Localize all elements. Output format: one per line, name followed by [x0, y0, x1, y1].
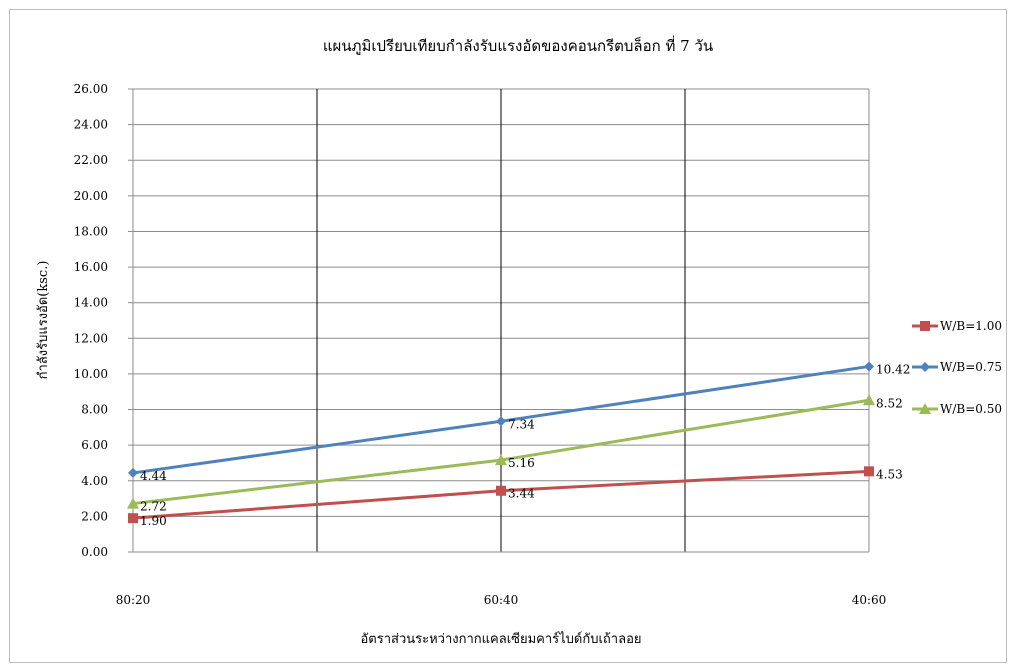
legend-marker: [919, 403, 931, 414]
data-point: [128, 513, 138, 524]
y-tick-label: 4.00: [81, 474, 108, 488]
y-tick-label: 22.00: [74, 153, 108, 167]
legend-item: W/B=1.00: [912, 319, 1002, 333]
data-point: [495, 454, 507, 466]
data-label: 4.53: [876, 467, 903, 481]
data-label: 5.16: [508, 456, 535, 470]
y-tick-label: 16.00: [74, 260, 108, 274]
data-label: 10.42: [876, 362, 910, 376]
y-tick-label: 12.00: [74, 331, 108, 345]
y-tick-label: 0.00: [81, 545, 108, 559]
legend-label: W/B=1.00: [940, 319, 1002, 333]
y-tick-label: 26.00: [74, 82, 108, 96]
chart-frame: [9, 9, 1007, 663]
data-point: [128, 467, 138, 478]
data-label: 1.90: [140, 514, 167, 528]
x-tick-label: 40:60: [852, 593, 887, 607]
y-tick-label: 18.00: [74, 224, 108, 238]
x-axis-ticks: 80:20 60:40 40:60: [116, 593, 887, 607]
y-axis-title: กำลังรับแรงอัด(ksc.): [36, 261, 51, 380]
legend-label: W/B=0.50: [940, 402, 1002, 416]
y-tick-label: 8.00: [81, 403, 108, 417]
series-2: [128, 361, 874, 478]
y-tick-label: 20.00: [74, 189, 108, 203]
legend-item: W/B=0.75: [912, 360, 1002, 374]
chart-legend: W/B=1.00 W/B=0.75 W/B=0.50: [912, 319, 1002, 416]
x-tick-label: 80:20: [116, 593, 151, 607]
legend-marker: [920, 362, 930, 372]
data-label: 8.52: [876, 396, 903, 410]
x-axis-title: อัตราส่วนระหว่างกากแคลเซียมคาร์ไบด์กับเถ…: [360, 631, 641, 647]
series-1: [128, 466, 874, 524]
data-label: 4.44: [140, 469, 167, 483]
data-point: [864, 466, 874, 477]
data-label: 2.72: [140, 500, 167, 514]
data-point: [863, 394, 875, 406]
chart-series: [127, 361, 875, 524]
data-label: 7.34: [508, 417, 535, 431]
y-tick-label: 2.00: [81, 509, 108, 523]
y-tick-label: 14.00: [74, 296, 108, 310]
chart-title: แผนภูมิเปรียบเทียบกำลังรับแรงอัดของคอนกร…: [323, 35, 713, 55]
y-axis-ticks: 0.00 2.00 4.00 6.00 8.00 10.00 12.00 14.00 16.00…: [74, 82, 108, 559]
y-tick-label: 6.00: [81, 438, 108, 452]
y-tick-label: 10.00: [74, 367, 108, 381]
data-label: 3.44: [508, 487, 535, 501]
chart-grid: [128, 88, 870, 553]
legend-marker: [920, 321, 930, 331]
legend-item: W/B=0.50: [912, 402, 1002, 416]
data-point: [496, 416, 506, 427]
legend-label: W/B=0.75: [940, 360, 1002, 374]
data-point: [864, 361, 874, 372]
x-tick-label: 60:40: [484, 593, 519, 607]
data-point: [496, 485, 506, 496]
y-tick-label: 24.00: [74, 118, 108, 132]
data-point: [127, 497, 139, 509]
data-labels: 1.90 3.44 4.53 4.44 7.34 10.42 2.72 5.16 8.52: [140, 362, 910, 528]
series-3: [127, 394, 875, 509]
